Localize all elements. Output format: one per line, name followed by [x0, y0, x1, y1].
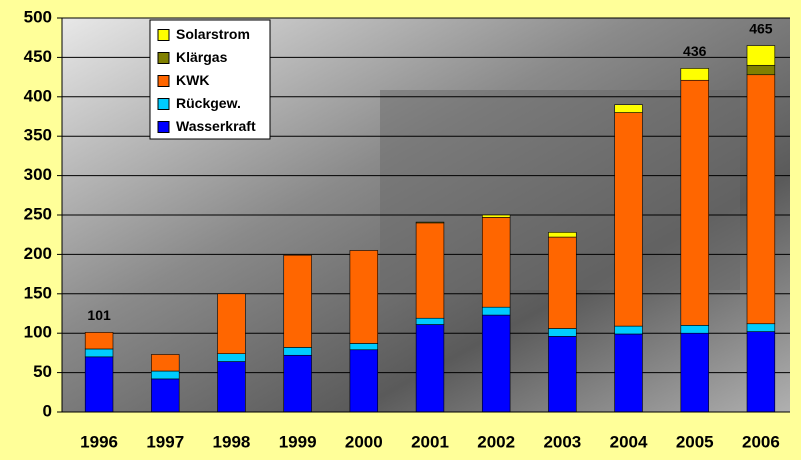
- bar-segment: [746, 331, 776, 413]
- bar-segment: [680, 325, 709, 334]
- total-label: 436: [683, 43, 707, 59]
- y-tick-label: 0: [43, 401, 52, 420]
- y-tick-label: 300: [24, 165, 52, 184]
- y-tick-label: 350: [24, 126, 52, 145]
- bar-segment: [614, 112, 643, 327]
- bar-segment: [614, 104, 643, 113]
- bar-segment: [680, 68, 709, 81]
- legend-swatch: [157, 52, 170, 64]
- bar-segment: [548, 232, 577, 238]
- legend-swatch: [157, 98, 170, 110]
- bar-segment: [415, 324, 445, 413]
- bar-segment: [84, 356, 114, 413]
- legend-swatch: [157, 75, 170, 87]
- y-tick-label: 150: [24, 283, 52, 302]
- legend-label: Klärgas: [176, 49, 228, 65]
- bar-segment: [283, 254, 312, 348]
- bar-segment: [614, 333, 643, 413]
- bar-segment: [217, 353, 246, 362]
- total-label: 101: [87, 307, 111, 323]
- bar-segment: [151, 370, 180, 380]
- bar-segment: [415, 317, 445, 325]
- bar-segment: [746, 74, 776, 325]
- x-tick-label: 2003: [543, 432, 581, 451]
- x-tick-label: 1997: [146, 432, 184, 451]
- x-tick-label: 2004: [610, 432, 648, 451]
- y-tick-label: 500: [24, 7, 52, 26]
- legend-label: Solarstrom: [176, 26, 250, 42]
- x-tick-label: 1996: [80, 432, 118, 451]
- bar-segment: [349, 250, 379, 344]
- bar-segment: [481, 306, 511, 316]
- bar-segment: [746, 323, 776, 332]
- y-tick-label: 50: [33, 362, 52, 381]
- x-tick-label: 2002: [477, 432, 515, 451]
- bar-segment: [614, 325, 643, 335]
- bar-segment: [680, 79, 709, 326]
- bar-segment: [415, 221, 445, 224]
- bar-segment: [151, 378, 180, 413]
- bar-segment: [746, 64, 776, 76]
- x-tick-label: 1999: [279, 432, 317, 451]
- bar-segment: [548, 336, 577, 413]
- x-tick-label: 2001: [411, 432, 449, 451]
- bar-segment: [217, 361, 246, 413]
- bar-segment: [680, 332, 709, 413]
- x-tick-label: 2000: [345, 432, 383, 451]
- bar-segment: [283, 354, 312, 413]
- x-tick-label: 2006: [742, 432, 780, 451]
- bar-segment: [283, 347, 312, 356]
- y-tick-label: 100: [24, 323, 52, 342]
- x-tick-label: 1998: [213, 432, 251, 451]
- bar-segment: [548, 236, 577, 329]
- x-tick-label: 2005: [676, 432, 714, 451]
- y-tick-label: 450: [24, 47, 52, 66]
- bar-segment: [349, 349, 379, 413]
- bar-segment: [84, 348, 114, 358]
- legend-label: Rückgew.: [176, 95, 241, 111]
- bar-segment: [481, 217, 511, 308]
- bar-segment: [151, 354, 180, 372]
- bar-segment: [415, 222, 445, 319]
- bar-segment: [481, 314, 511, 413]
- bar-segment: [349, 343, 379, 351]
- legend-swatch: [157, 29, 170, 41]
- y-tick-label: 200: [24, 244, 52, 263]
- y-tick-label: 400: [24, 86, 52, 105]
- bar-segment: [217, 293, 246, 354]
- y-tick-label: 250: [24, 204, 52, 223]
- bar-segment: [84, 332, 114, 350]
- legend-label: KWK: [176, 72, 209, 88]
- legend-box: [149, 19, 271, 140]
- bar-segment: [548, 328, 577, 337]
- bar-segment: [746, 45, 776, 66]
- bar-segment: [481, 214, 511, 218]
- legend-swatch: [157, 121, 170, 133]
- legend-label: Wasserkraft: [176, 118, 256, 134]
- total-label: 465: [749, 20, 773, 36]
